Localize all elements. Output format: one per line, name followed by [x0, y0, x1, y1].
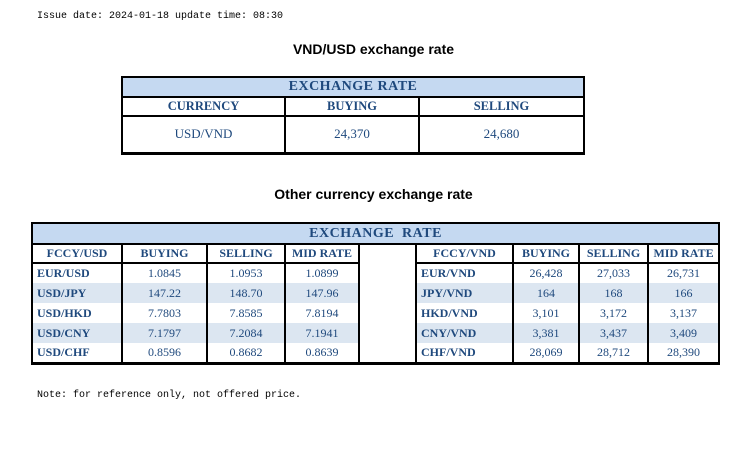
pair-cell: USD/CNY	[31, 323, 123, 343]
note-text: Note: for reference only, not offered pr…	[37, 390, 302, 401]
mid-rate-cell: 3,409	[646, 323, 721, 343]
exchange-rate-banner: EXCHANGE RATE	[120, 76, 586, 98]
selling-column-header: SELLING	[206, 244, 286, 264]
mid-rate-cell: 28,390	[646, 343, 721, 363]
other-currency-title: Other currency exchange rate	[274, 186, 473, 202]
column-header-row: FCCY/USD BUYING SELLING MID RATE FCCY/VN…	[31, 244, 721, 363]
pair-cell: JPY/VND	[415, 283, 514, 303]
fccy-usd-column-header: FCCY/USD	[31, 244, 123, 264]
pair-cell: HKD/VND	[415, 303, 514, 323]
buying-cell: 7.7803	[121, 303, 208, 323]
pair-cell: EUR/VND	[415, 263, 514, 283]
buying-cell: 164	[512, 283, 580, 303]
mid-rate-cell: 147.96	[284, 283, 360, 303]
buying-column-header: BUYING	[121, 244, 208, 264]
other-currency-table: EXCHANGE RATE FCCY/USD BUYING SELLING MI…	[30, 222, 721, 365]
pair-cell: USD/HKD	[31, 303, 123, 323]
buying-cell: 24,370	[284, 115, 420, 154]
buying-cell: 3,101	[512, 303, 580, 323]
selling-cell: 24,680	[417, 115, 586, 154]
table-header-row: EXCHANGE RATE	[30, 222, 721, 245]
mid-rate-cell: 26,731	[646, 263, 721, 283]
pair-cell: USD/JPY	[31, 283, 123, 303]
pair-cell: CNY/VND	[415, 323, 514, 343]
currency-column-header: CURRENCY	[121, 96, 286, 117]
mid-rate-column-header: MID RATE	[646, 244, 721, 264]
buying-cell: 3,381	[512, 323, 580, 343]
selling-column-header: SELLING	[578, 244, 649, 264]
pair-cell: USD/CHF	[31, 343, 123, 363]
table-row: EUR/USD 1.0845 1.0953 1.0899 EUR/VND 26,…	[31, 263, 721, 283]
mid-rate-cell: 3,137	[646, 303, 721, 323]
buying-cell: 0.8596	[121, 343, 208, 363]
buying-cell: 7.1797	[121, 323, 208, 343]
mid-rate-cell: 166	[646, 283, 721, 303]
vnd-usd-table: EXCHANGE RATE CURRENCY BUYING SELLING US…	[120, 76, 586, 155]
mid-rate-column-header: MID RATE	[284, 244, 360, 264]
issue-date-text: Issue date: 2024-01-18 update time: 08:3…	[37, 11, 284, 22]
table-row: USD/HKD 7.7803 7.8585 7.8194 HKD/VND 3,1…	[31, 303, 721, 323]
selling-cell: 7.2084	[206, 323, 286, 343]
selling-cell: 28,712	[578, 343, 649, 363]
pair-cell: EUR/USD	[31, 263, 123, 283]
mid-rate-cell: 7.1941	[284, 323, 360, 343]
exchange-rate-banner: EXCHANGE RATE	[30, 222, 721, 245]
table-header-row: EXCHANGE RATE	[120, 76, 586, 98]
currency-cell: USD/VND	[121, 115, 286, 154]
selling-cell: 1.0953	[206, 263, 286, 283]
table-row: USD/JPY 147.22 148.70 147.96 JPY/VND 164…	[31, 283, 721, 303]
buying-cell: 28,069	[512, 343, 580, 363]
selling-cell: 3,437	[578, 323, 649, 343]
selling-cell: 168	[578, 283, 649, 303]
table-row: USD/VND 24,370 24,680	[121, 115, 586, 154]
pair-cell: CHF/VND	[415, 343, 514, 363]
fccy-vnd-column-header: FCCY/VND	[415, 244, 514, 264]
buying-column-header: BUYING	[512, 244, 580, 264]
selling-column-header: SELLING	[417, 96, 586, 117]
mid-rate-cell: 0.8639	[284, 343, 360, 363]
buying-cell: 26,428	[512, 263, 580, 283]
selling-cell: 148.70	[206, 283, 286, 303]
mid-rate-cell: 1.0899	[284, 263, 360, 283]
table-row: USD/CNY 7.1797 7.2084 7.1941 CNY/VND 3,3…	[31, 323, 721, 343]
gap-column	[358, 244, 417, 363]
buying-cell: 1.0845	[121, 263, 208, 283]
vnd-usd-title: VND/USD exchange rate	[292, 41, 455, 57]
selling-cell: 0.8682	[206, 343, 286, 363]
mid-rate-cell: 7.8194	[284, 303, 360, 323]
buying-cell: 147.22	[121, 283, 208, 303]
buying-column-header: BUYING	[284, 96, 420, 117]
column-header-row: CURRENCY BUYING SELLING	[121, 96, 586, 117]
selling-cell: 7.8585	[206, 303, 286, 323]
selling-cell: 3,172	[578, 303, 649, 323]
table-row: USD/CHF 0.8596 0.8682 0.8639 CHF/VND 28,…	[31, 343, 721, 363]
selling-cell: 27,033	[578, 263, 649, 283]
